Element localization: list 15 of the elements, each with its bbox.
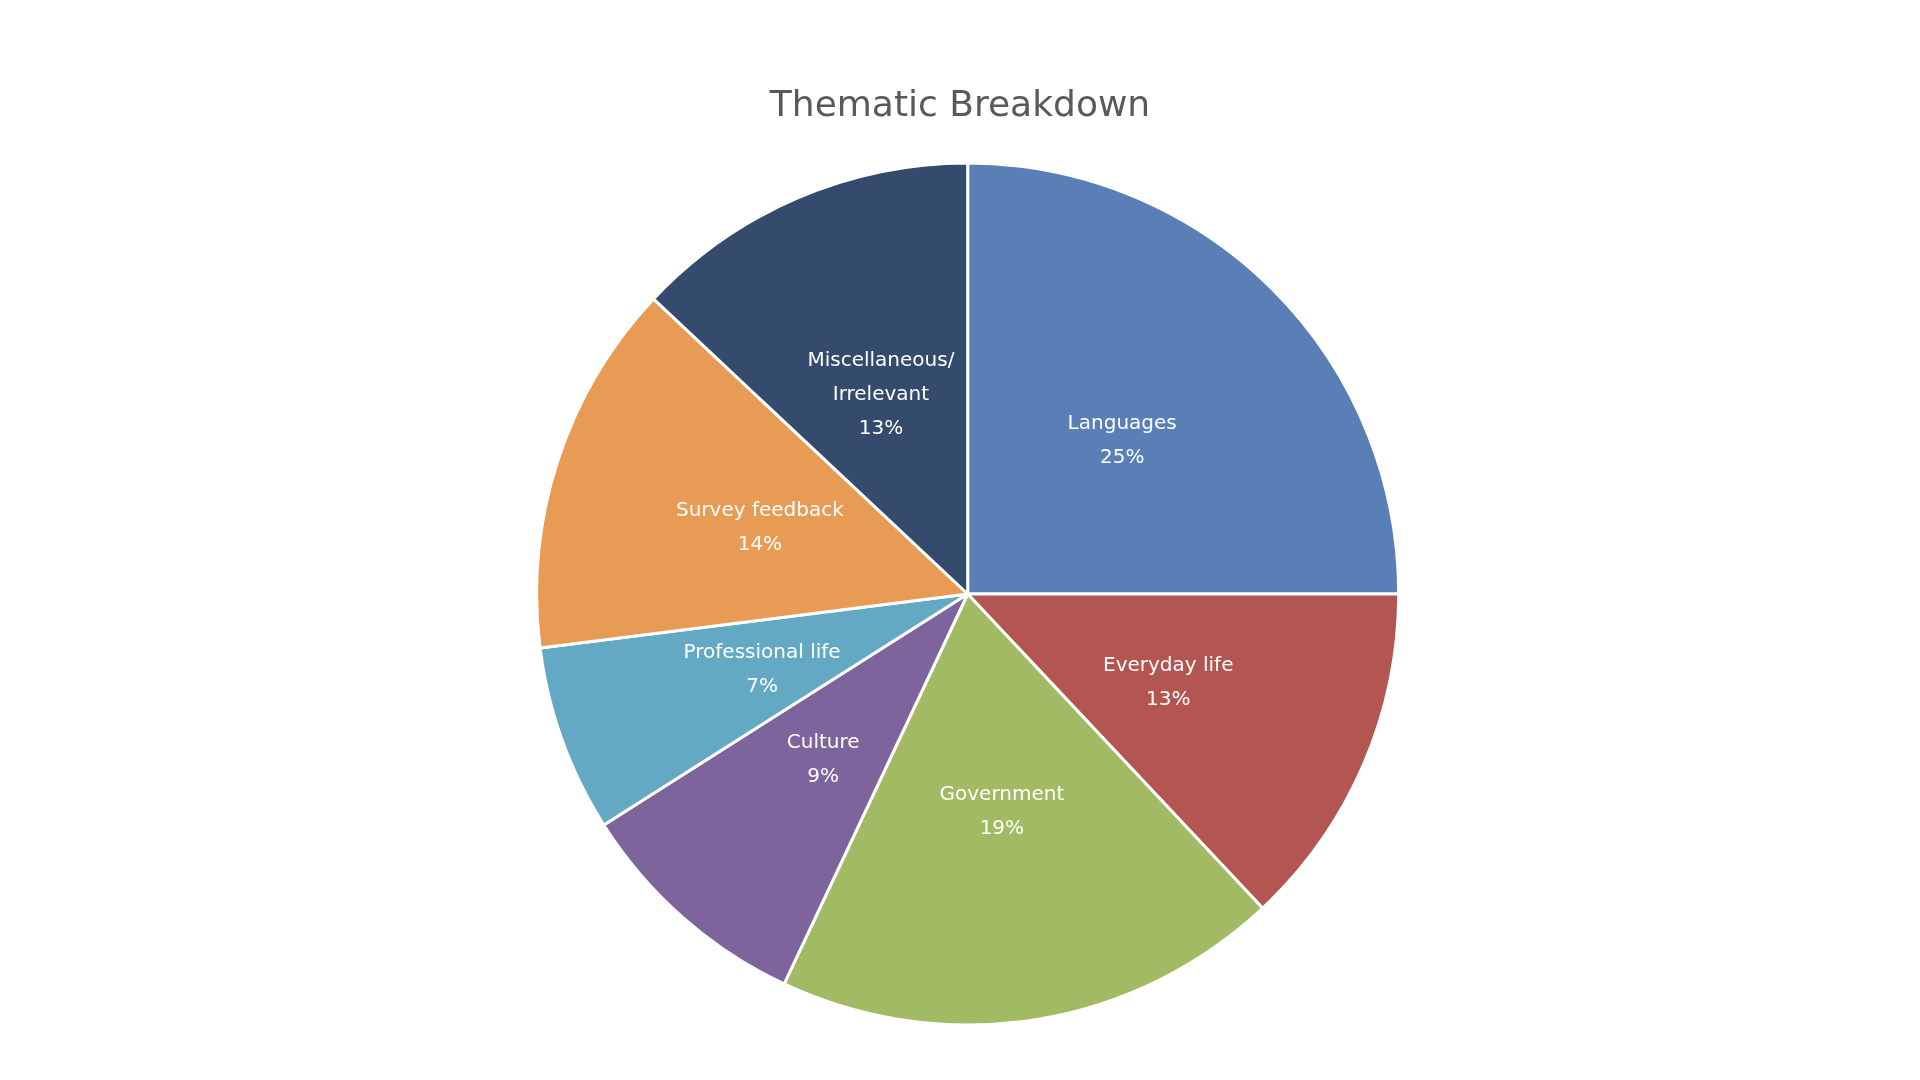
chart-title: Thematic Breakdown — [768, 82, 1151, 124]
slice-label: Everyday life — [1102, 651, 1234, 676]
slice-label: Culture — [786, 728, 860, 753]
data-label: 9% — [807, 762, 840, 787]
slice-label: Survey feedback — [675, 497, 845, 522]
data-label: 25% — [1099, 444, 1145, 469]
data-label: 19% — [979, 814, 1025, 839]
slice-label: Languages — [1067, 410, 1177, 435]
data-label: 7% — [746, 673, 778, 698]
slice-label: Government — [939, 780, 1065, 805]
slice-label: Professional life — [683, 639, 841, 664]
slice-label: Miscellaneous/Irrelevant — [807, 347, 955, 406]
data-label: 13% — [858, 415, 904, 440]
data-label: 14% — [737, 531, 783, 556]
data-label: 13% — [1145, 685, 1191, 710]
